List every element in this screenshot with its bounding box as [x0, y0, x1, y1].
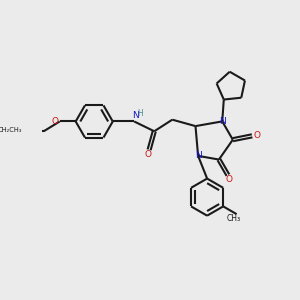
Text: H: H	[137, 109, 143, 118]
Text: CH₃: CH₃	[226, 214, 241, 223]
Text: N: N	[132, 111, 139, 120]
Text: O: O	[144, 150, 151, 159]
Text: O: O	[52, 117, 58, 126]
Text: CH₂CH₃: CH₂CH₃	[0, 127, 22, 133]
Text: N: N	[195, 152, 202, 160]
Text: O: O	[226, 175, 233, 184]
Text: O: O	[253, 131, 260, 140]
Text: N: N	[219, 117, 226, 126]
